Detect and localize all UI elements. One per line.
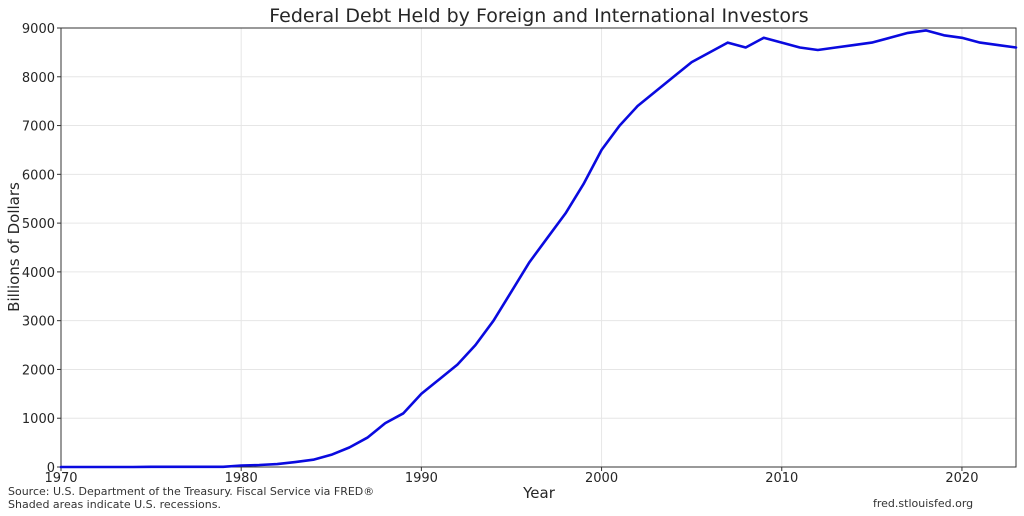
tick-labels: 1970 1980 1990 2000 2010 2020 0 1000 2000 3000 400…	[22, 22, 979, 486]
chart-title: Federal Debt Held by Foreign and Interna…	[269, 5, 808, 27]
y-tick-label: 5000	[22, 217, 55, 232]
x-axis-title: Year	[522, 484, 556, 502]
source-note: Source: U.S. Department of the Treasury.…	[8, 485, 375, 498]
y-tick-label: 0	[47, 461, 55, 476]
x-tick-label: 2000	[585, 471, 618, 486]
y-tick-label: 7000	[22, 120, 55, 135]
y-tick-label: 4000	[22, 266, 55, 281]
x-tick-label: 1980	[225, 471, 258, 486]
series-line	[59, 29, 1018, 469]
footer-site: fred.stlouisfed.org	[873, 497, 974, 510]
y-tick-label: 8000	[22, 71, 55, 86]
footer-source: Source: U.S. Department of the Treasury.…	[8, 485, 374, 511]
x-tick-label: 2010	[765, 471, 798, 486]
axes	[57, 27, 1017, 471]
y-tick-label: 1000	[22, 412, 55, 427]
recessions-note: Shaded areas indicate U.S. recessions.	[8, 498, 221, 511]
plot-frame	[60, 27, 1017, 468]
x-tick-label: 1990	[405, 471, 438, 486]
y-tick-label: 9000	[22, 22, 55, 37]
gridlines	[60, 27, 1016, 468]
x-tick-label: 1970	[44, 471, 77, 486]
y-axis-title: Billions of Dollars	[5, 182, 23, 312]
y-tick-label: 6000	[22, 168, 55, 183]
x-tick-label: 2020	[945, 471, 978, 486]
y-tick-label: 2000	[22, 363, 55, 378]
y-tick-label: 3000	[22, 315, 55, 330]
series	[59, 29, 1018, 469]
